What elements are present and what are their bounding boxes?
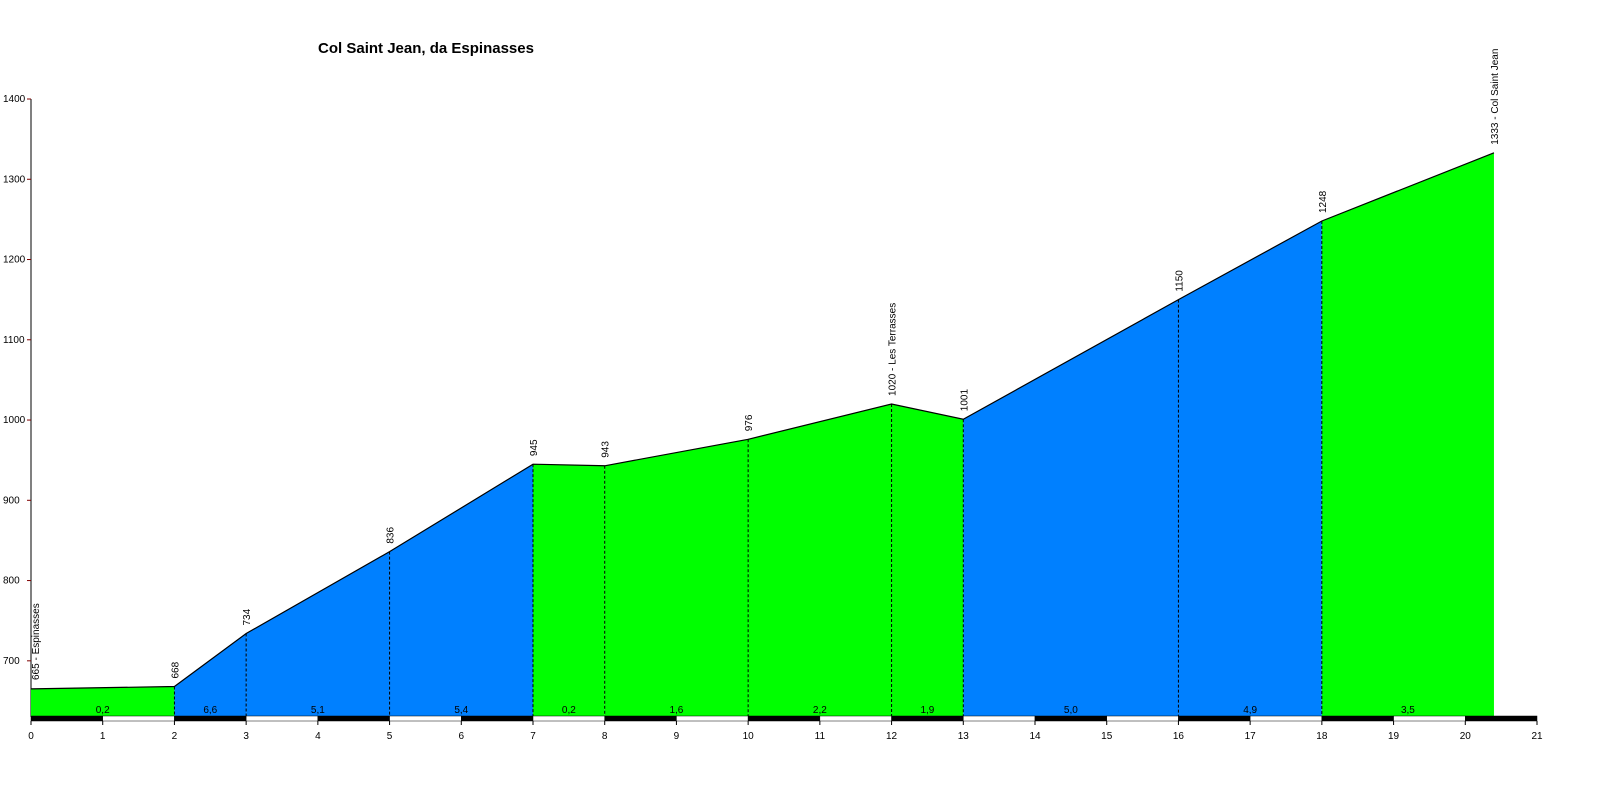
- km-bar: [317, 715, 390, 722]
- gradient-label: 5,1: [311, 705, 325, 716]
- x-tick-label: 16: [1173, 731, 1185, 742]
- gradient-label: 3,5: [1401, 705, 1415, 716]
- gradient-label: 5,0: [1064, 705, 1078, 716]
- gradient-label: 4,9: [1243, 705, 1257, 716]
- x-tick-label: 10: [743, 731, 755, 742]
- segment-area: [963, 299, 1179, 717]
- point-label: 1150: [1174, 270, 1185, 292]
- km-bar: [1465, 715, 1538, 722]
- segment-area: [389, 464, 533, 717]
- y-tick-label: 1100: [3, 335, 25, 346]
- x-tick-label: 20: [1460, 731, 1472, 742]
- point-label: 836: [386, 527, 397, 544]
- y-tick-label: 1200: [3, 255, 26, 266]
- gradient-label: 0,2: [96, 705, 110, 716]
- point-label: 976: [744, 414, 755, 431]
- segment-area: [533, 464, 605, 717]
- x-tick-label: 4: [315, 731, 321, 742]
- segment-area: [1321, 152, 1494, 717]
- km-bar: [1034, 715, 1107, 722]
- point-label: 1020 - Les Terrasses: [888, 303, 899, 396]
- x-tick-label: 13: [958, 731, 970, 742]
- y-tick-label: 900: [3, 495, 20, 506]
- x-tick-label: 2: [172, 731, 178, 742]
- point-label: 1001: [959, 389, 970, 412]
- x-tick-label: 8: [602, 731, 608, 742]
- km-bar: [1321, 715, 1394, 722]
- km-bar: [532, 715, 605, 722]
- point-label: 945: [529, 439, 540, 456]
- point-label: 665 - Espinasses: [31, 603, 42, 680]
- km-bar: [747, 715, 821, 722]
- km-bar: [30, 715, 103, 722]
- km-bar: [1178, 715, 1251, 722]
- segment-area: [1178, 220, 1322, 717]
- y-tick-label: 1000: [3, 415, 26, 426]
- y-tick-label: 700: [3, 656, 20, 667]
- y-tick-label: 1300: [3, 174, 26, 185]
- gradient-label: 0,2: [562, 705, 576, 716]
- x-tick-label: 7: [530, 731, 536, 742]
- x-tick-label: 6: [459, 731, 465, 742]
- km-bar: [461, 715, 534, 722]
- km-bar: [174, 715, 247, 722]
- gradient-label: 1,6: [669, 705, 683, 716]
- km-bar: [604, 715, 677, 722]
- segment-area: [246, 551, 390, 717]
- point-label: 1248: [1318, 190, 1329, 213]
- x-tick-label: 19: [1388, 731, 1400, 742]
- x-tick-label: 15: [1101, 731, 1113, 742]
- km-bar: [1249, 715, 1323, 722]
- y-tick-label: 1400: [3, 94, 26, 105]
- km-bar: [1393, 715, 1466, 722]
- y-tick-label: 800: [3, 576, 20, 587]
- km-bar: [389, 715, 462, 722]
- point-label: 1333 - Col Saint Jean: [1490, 49, 1501, 145]
- x-tick-label: 0: [28, 731, 34, 742]
- km-bar: [891, 715, 964, 722]
- x-tick-label: 9: [674, 731, 680, 742]
- segment-area: [604, 439, 749, 717]
- point-label: 668: [170, 661, 181, 678]
- x-tick-label: 1: [100, 731, 106, 742]
- km-bar: [1106, 715, 1179, 722]
- x-tick-label: 14: [1029, 731, 1041, 742]
- km-bar: [963, 715, 1036, 722]
- chart-title: Col Saint Jean, da Espinasses: [318, 40, 534, 57]
- gradient-label: 1,9: [920, 705, 934, 716]
- km-bar: [102, 715, 175, 722]
- km-bar: [819, 715, 892, 722]
- segment-area: [748, 403, 892, 717]
- segment-area: [31, 686, 175, 717]
- x-tick-label: 3: [243, 731, 249, 742]
- segment-area: [891, 403, 964, 717]
- x-tick-label: 11: [815, 731, 826, 742]
- point-label: 943: [601, 441, 612, 458]
- profile-line: [30, 152, 1495, 690]
- km-bar: [245, 715, 319, 722]
- gradient-label: 5,4: [454, 705, 468, 716]
- x-tick-label: 18: [1316, 731, 1328, 742]
- x-tick-label: 21: [1531, 731, 1543, 742]
- km-bar: [676, 715, 749, 722]
- segment-area: [174, 633, 247, 717]
- gradient-label: 2,2: [813, 705, 827, 716]
- gradient-label: 6,6: [203, 705, 217, 716]
- x-tick-label: 17: [1245, 731, 1257, 742]
- point-label: 734: [242, 608, 253, 625]
- x-tick-label: 12: [886, 731, 898, 742]
- x-tick-label: 5: [387, 731, 393, 742]
